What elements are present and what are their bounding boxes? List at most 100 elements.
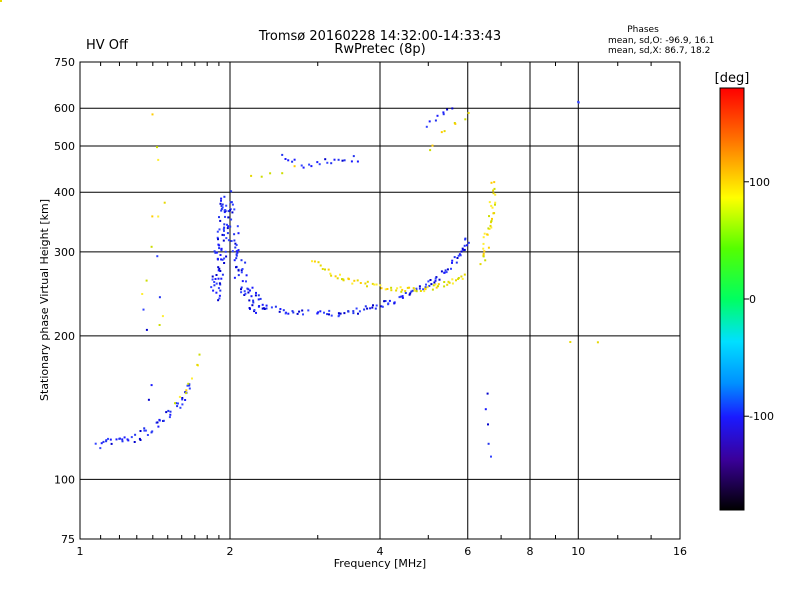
- data-point-X: [390, 289, 393, 292]
- data-point-X: [431, 288, 434, 291]
- data-point-X: [191, 377, 193, 380]
- data-point-O: [284, 312, 287, 315]
- data-point-O: [425, 125, 428, 128]
- data-point-X: [408, 286, 411, 289]
- x-tick-label: 4: [377, 545, 384, 558]
- data-point-X: [432, 284, 435, 287]
- data-point-O: [446, 268, 449, 271]
- data-point-O: [181, 398, 184, 401]
- data-point-O: [418, 287, 421, 290]
- data-point-O: [236, 225, 239, 228]
- data-point-O: [218, 228, 221, 231]
- data-point-O: [110, 442, 113, 445]
- data-point-O: [355, 307, 358, 310]
- data-point-O: [167, 409, 170, 412]
- data-point-X: [313, 260, 316, 263]
- data-point-O: [307, 309, 310, 312]
- data-point-O: [234, 246, 237, 249]
- data-point-O: [236, 251, 239, 254]
- data-point-O: [464, 237, 467, 240]
- data-point-O: [235, 253, 238, 256]
- data-point-O: [218, 297, 221, 300]
- data-point-O: [324, 158, 327, 161]
- data-point-O: [181, 397, 184, 399]
- data-point-X: [336, 277, 339, 280]
- data-point-O: [143, 429, 146, 432]
- data-point-O: [226, 232, 229, 235]
- data-point-X: [488, 215, 490, 218]
- data-point-O: [150, 384, 153, 387]
- colorbar-tick-label: -100: [749, 410, 774, 423]
- x-axis-label: Frequency [MHz]: [334, 557, 426, 570]
- data-point-O: [250, 295, 253, 298]
- data-point-O: [296, 312, 299, 315]
- y-tick-label: 200: [54, 330, 75, 343]
- data-point-O: [408, 293, 411, 296]
- data-point-X: [596, 341, 599, 344]
- data-point-O: [235, 266, 237, 269]
- data-point-X: [158, 324, 161, 326]
- data-point-O: [139, 439, 142, 441]
- data-point-O: [301, 309, 304, 312]
- data-point-O: [227, 210, 230, 213]
- data-point-O: [451, 107, 454, 110]
- data-point-X: [396, 287, 399, 290]
- data-point-O: [218, 282, 221, 285]
- data-point-O: [291, 310, 294, 313]
- phases-title: Phases: [627, 25, 659, 35]
- data-point-O: [486, 392, 489, 395]
- data-point-X: [281, 172, 284, 175]
- data-point-O: [235, 254, 238, 257]
- data-point-O: [440, 270, 443, 273]
- data-point-X: [157, 158, 160, 161]
- data-point-O: [237, 249, 240, 252]
- data-point-O: [438, 278, 441, 281]
- data-point-O: [262, 307, 265, 310]
- data-point-O: [219, 202, 222, 205]
- data-point-O: [121, 440, 124, 443]
- x-tick-label: 10: [571, 545, 585, 558]
- data-point-O: [99, 447, 102, 450]
- data-point-O: [188, 387, 191, 390]
- data-point-O: [176, 405, 179, 408]
- data-point-X: [489, 224, 492, 227]
- data-point-O: [430, 283, 433, 286]
- data-point-O: [337, 158, 340, 161]
- data-point-O: [165, 411, 168, 414]
- data-point-O: [229, 225, 232, 228]
- data-point-O: [144, 429, 147, 432]
- data-point-O: [427, 280, 430, 283]
- data-point-X: [484, 259, 487, 262]
- data-point-O: [118, 437, 121, 440]
- data-point-O: [433, 281, 436, 284]
- data-point-O: [442, 111, 445, 114]
- data-point-O: [372, 304, 374, 307]
- data-point-O: [487, 423, 489, 426]
- data-point-O: [401, 295, 404, 298]
- data-point-O: [107, 437, 109, 440]
- data-point-O: [146, 434, 149, 436]
- data-point-O: [319, 310, 322, 313]
- data-point-O: [339, 312, 342, 315]
- data-point-O: [455, 261, 458, 264]
- data-point-X: [400, 290, 403, 293]
- data-point-X: [380, 287, 383, 290]
- data-point-O: [326, 313, 329, 316]
- data-point-O: [130, 436, 133, 439]
- data-point-X: [342, 279, 345, 282]
- data-point-O: [142, 308, 145, 311]
- data-point-O: [255, 311, 257, 314]
- data-point-X: [419, 290, 422, 292]
- y-axis-ticks: 75 100 200 300 400 500 600 750: [54, 56, 75, 546]
- data-point-X: [491, 217, 493, 220]
- data-point-X: [463, 273, 466, 276]
- data-point-X: [451, 282, 454, 285]
- data-point-O: [577, 101, 580, 104]
- data-point-O: [219, 219, 222, 222]
- data-point-O: [287, 312, 290, 315]
- data-point-O: [217, 287, 220, 290]
- data-point-O: [453, 256, 456, 259]
- data-point-X: [390, 286, 393, 289]
- data-point-O: [235, 257, 238, 260]
- data-point-O: [257, 305, 260, 308]
